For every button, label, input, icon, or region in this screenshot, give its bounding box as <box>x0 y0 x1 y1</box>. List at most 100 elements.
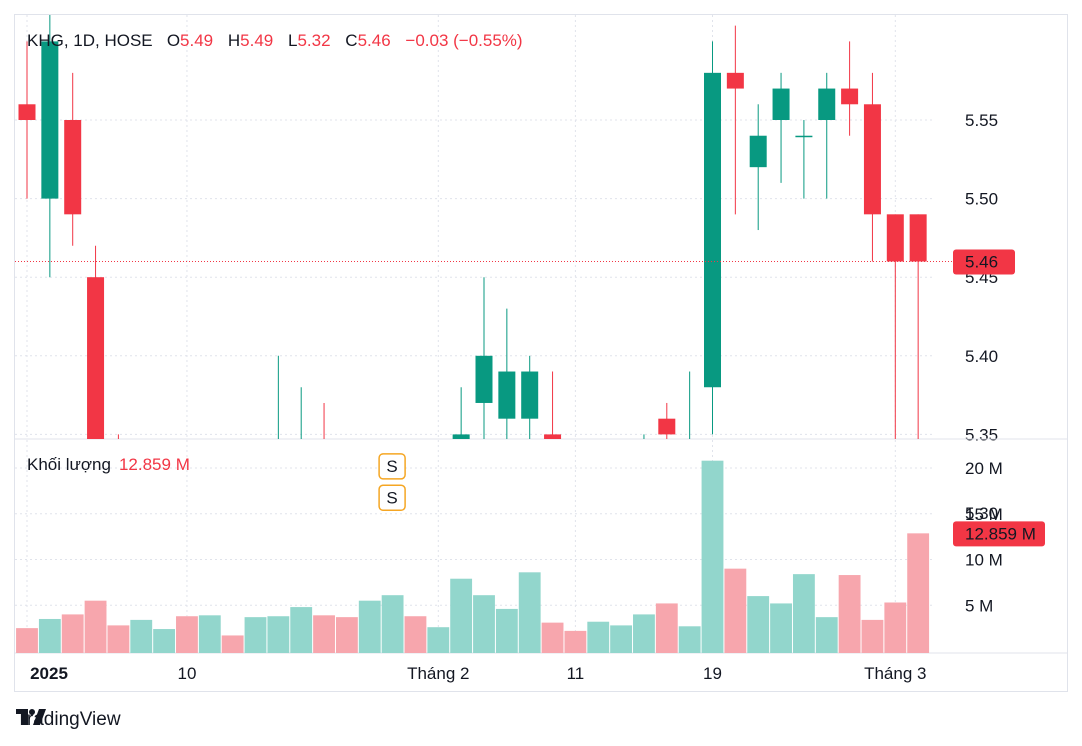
volume-bar <box>38 618 61 653</box>
volume-bar <box>815 617 838 653</box>
candle-body[interactable] <box>635 466 652 529</box>
volume-bar <box>770 603 792 653</box>
candle-body[interactable] <box>818 88 836 120</box>
volume-bar <box>724 568 747 653</box>
event-marker[interactable] <box>378 453 406 480</box>
volume-bar <box>747 596 770 653</box>
close-value: 5.46 <box>357 31 391 50</box>
candle-body[interactable] <box>110 497 127 544</box>
low-label: L <box>287 31 298 50</box>
volume-bar <box>176 616 198 653</box>
candle-body[interactable] <box>247 560 264 576</box>
candle-body[interactable] <box>704 72 721 388</box>
volume-tick-label: 10 M <box>965 551 1003 570</box>
price-tick-label: 5.50 <box>965 190 998 209</box>
volume-bar <box>633 614 655 653</box>
volume-bar <box>267 616 290 653</box>
event-marker[interactable] <box>378 484 406 512</box>
volume-bar <box>610 625 633 653</box>
change-value: −0.03 (−0.55%) <box>405 31 523 50</box>
candle-body[interactable] <box>201 544 218 560</box>
high-value: 5.49 <box>240 31 274 50</box>
volume-tick-label: 5 M <box>965 596 993 615</box>
volume-bar <box>587 621 610 653</box>
candle-body[interactable] <box>224 560 241 576</box>
candle-body[interactable] <box>18 104 36 120</box>
time-tick-label: 10 <box>177 664 196 683</box>
volume-bar <box>792 574 815 653</box>
volume-bar <box>450 578 473 653</box>
price-tick-label: 5.30 <box>965 504 998 523</box>
last-price-badge <box>953 249 1015 275</box>
volume-bar <box>153 629 176 653</box>
high-label: H <box>227 31 241 50</box>
volume-bar <box>884 602 907 653</box>
candle-body[interactable] <box>590 497 607 513</box>
candle-body[interactable] <box>316 450 333 497</box>
price-tick-label: 5.55 <box>965 111 998 130</box>
candle-body[interactable] <box>498 371 516 419</box>
time-tick-label: Tháng 2 <box>407 664 469 683</box>
candles <box>18 15 927 576</box>
low-value: 5.32 <box>297 31 331 50</box>
time-tick-label: Tháng 3 <box>864 664 926 683</box>
candle-body[interactable] <box>544 434 562 465</box>
volume-bar <box>678 626 701 653</box>
candle-body[interactable] <box>384 513 401 544</box>
candle-body[interactable] <box>338 482 355 561</box>
candle-body[interactable] <box>41 41 59 199</box>
candle-body[interactable] <box>749 135 767 168</box>
volume-bar <box>244 617 267 653</box>
candle-body[interactable] <box>270 544 287 560</box>
chart-canvas[interactable]: 5.305.355.405.455.505.555 M10 M15 M20 MS… <box>15 15 1068 692</box>
candle-body[interactable] <box>658 418 676 435</box>
candle-body[interactable] <box>909 214 927 262</box>
last-volume-badge <box>953 521 1045 547</box>
volume-bar <box>404 616 427 653</box>
volume-bar <box>381 595 404 653</box>
volume-bar <box>838 575 861 653</box>
candle-body[interactable] <box>681 450 698 452</box>
volume-bar <box>518 572 541 653</box>
time-tick-label: 11 <box>567 664 585 683</box>
candle-body[interactable] <box>795 135 813 138</box>
volume-bar <box>701 460 724 653</box>
volume-bar <box>221 635 244 653</box>
volume-label[interactable]: Khối lượng <box>27 455 111 474</box>
volume-bar <box>427 627 450 653</box>
candle-body[interactable] <box>293 482 310 545</box>
event-marker-label: S <box>386 488 397 507</box>
candle-body[interactable] <box>361 544 378 560</box>
volume-bar <box>84 600 107 653</box>
candle-body[interactable] <box>521 371 539 419</box>
volume-bar <box>473 595 495 653</box>
candle-body[interactable] <box>87 277 105 529</box>
price-tick-label: 5.40 <box>965 347 998 366</box>
symbol-label[interactable]: KHG, 1D, HOSE <box>27 31 153 50</box>
volume-bar <box>198 615 221 653</box>
volume-bar <box>290 607 313 653</box>
volume-value: 12.859 M <box>118 455 190 474</box>
candle-body[interactable] <box>64 120 82 215</box>
candle-body[interactable] <box>863 104 881 215</box>
candle-body[interactable] <box>886 214 904 262</box>
tradingview-logo-icon <box>16 709 46 725</box>
time-tick-label: 2025 <box>30 664 68 683</box>
price-tick-label: 5.35 <box>965 425 998 444</box>
candle-body[interactable] <box>475 355 493 403</box>
volume-bars <box>16 460 930 653</box>
volume-bar <box>564 630 587 653</box>
candle-body[interactable] <box>133 482 150 545</box>
candle-body[interactable] <box>841 88 859 105</box>
candle-body[interactable] <box>772 88 790 120</box>
volume-bar <box>313 615 335 653</box>
candle-body[interactable] <box>726 72 744 89</box>
candle-body[interactable] <box>452 434 470 544</box>
candle-body[interactable] <box>407 513 424 529</box>
candle-body[interactable] <box>156 529 173 545</box>
volume-bar <box>907 533 930 653</box>
volume-bar <box>335 617 358 653</box>
volume-bar <box>541 622 564 653</box>
footer-brand[interactable]: TradingView <box>16 709 121 731</box>
